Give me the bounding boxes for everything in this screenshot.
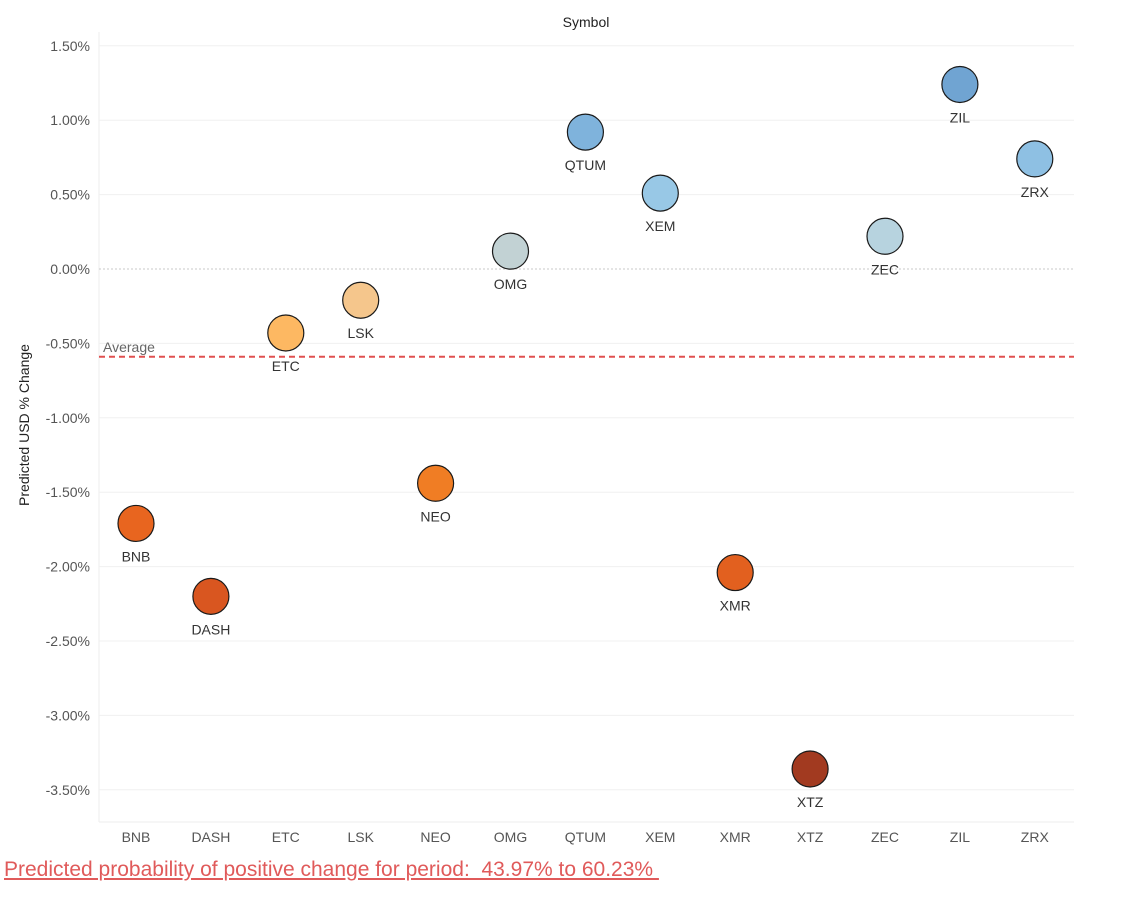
average-line-label: Average xyxy=(103,339,155,355)
data-point-xtz[interactable] xyxy=(791,750,829,788)
y-tick-label: -1.00% xyxy=(46,410,90,426)
y-axis-ticks: 1.50% 1.00% 0.50% 0.00% -0.50% -1.00% -1.50% -2… xyxy=(46,38,90,798)
x-category-label: BNB xyxy=(122,829,151,845)
y-tick-label: 0.50% xyxy=(50,187,90,203)
x-category-label: OMG xyxy=(494,829,527,845)
x-category-label: ZEC xyxy=(871,829,899,845)
point-label: XEM xyxy=(645,218,675,234)
point-label: ZRX xyxy=(1021,184,1050,200)
data-point-etc[interactable] xyxy=(267,314,305,352)
data-point-xmr[interactable] xyxy=(716,553,754,592)
point-label: ZEC xyxy=(871,261,899,277)
point-label: NEO xyxy=(420,508,450,524)
x-category-label: DASH xyxy=(191,829,230,845)
x-category-label: XEM xyxy=(645,829,675,845)
point-label: DASH xyxy=(191,621,230,637)
data-point-zrx[interactable] xyxy=(1016,140,1054,178)
x-category-label: ZIL xyxy=(950,829,970,845)
point-label: ZIL xyxy=(950,109,970,125)
data-point-qtum[interactable] xyxy=(566,113,605,151)
point-label: BNB xyxy=(122,548,151,564)
data-points: BNB DASH ETC LSK NEO OMG QTUM XEM XMR XTZ ZEC ZIL ZR… xyxy=(117,65,1054,810)
x-category-label: NEO xyxy=(420,829,450,845)
x-category-label: QTUM xyxy=(565,829,606,845)
x-category-label: ETC xyxy=(272,829,300,845)
scatter-chart: Symbol Predicted USD % Change 1.50% 1.00%… xyxy=(16,14,1074,845)
average-reference: Average xyxy=(99,339,1074,358)
x-category-label: ZRX xyxy=(1021,829,1050,845)
x-category-label: LSK xyxy=(347,829,374,845)
data-point-xem[interactable] xyxy=(641,174,679,212)
point-label: QTUM xyxy=(565,157,606,173)
y-tick-label: -1.50% xyxy=(46,484,90,500)
y-tick-label: 0.00% xyxy=(50,261,90,277)
point-label: ETC xyxy=(272,358,300,374)
y-axis-title: Predicted USD % Change xyxy=(16,344,32,506)
probability-link[interactable]: Predicted probability of positive change… xyxy=(4,858,659,881)
y-tick-label: -2.00% xyxy=(46,559,90,575)
y-tick-label: -3.00% xyxy=(46,707,90,723)
point-label: XTZ xyxy=(797,794,824,810)
y-tick-label: 1.00% xyxy=(50,112,90,128)
y-tick-label: -3.50% xyxy=(46,782,90,798)
data-point-lsk[interactable] xyxy=(342,281,380,319)
data-point-omg[interactable] xyxy=(491,232,530,270)
y-tick-label: 1.50% xyxy=(50,38,90,54)
data-point-bnb[interactable] xyxy=(117,504,155,543)
y-tick-label: -2.50% xyxy=(46,633,90,649)
point-label: XMR xyxy=(720,598,751,614)
chart-title: Symbol xyxy=(563,14,610,30)
point-label: LSK xyxy=(347,325,374,341)
x-axis-categories: BNB DASH ETC LSK NEO OMG QTUM XEM XMR XTZ ZEC ZIL ZR… xyxy=(122,829,1050,845)
data-point-dash[interactable] xyxy=(192,577,230,615)
y-tick-label: -0.50% xyxy=(46,335,90,351)
x-category-label: XMR xyxy=(720,829,751,845)
point-label: OMG xyxy=(494,276,527,292)
data-point-zec[interactable] xyxy=(866,217,904,255)
gridlines xyxy=(98,32,1074,823)
data-point-zil[interactable] xyxy=(941,65,979,104)
data-point-neo[interactable] xyxy=(417,464,455,502)
x-category-label: XTZ xyxy=(797,829,824,845)
